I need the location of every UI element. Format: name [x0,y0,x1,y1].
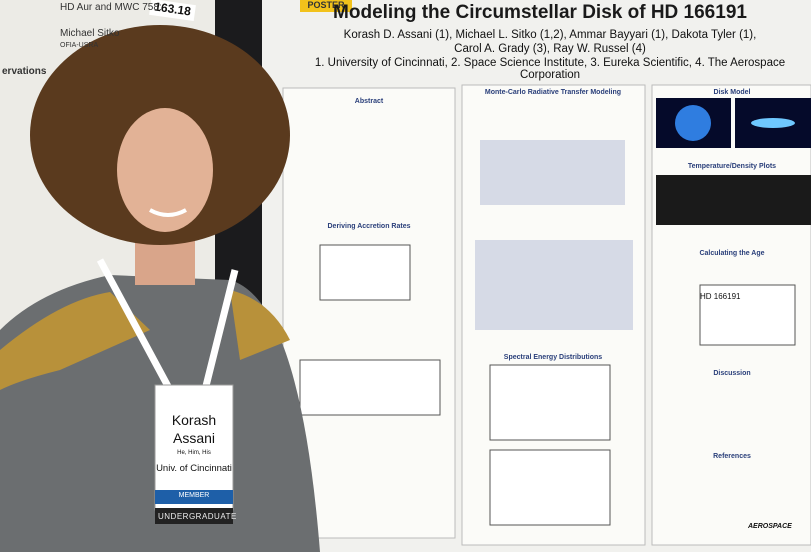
lanyard [96,258,239,392]
poster-affiliations: 1. University of Cincinnati, 2. Space Sc… [314,57,786,81]
plot [299,359,441,416]
section-heading: Deriving Accretion Rates [327,223,411,230]
badge-first-name: Korash [171,412,217,428]
disk [675,105,711,141]
section-heading: Temperature/Density Plots [687,163,777,170]
left-poster-text: ervations [2,66,47,77]
left-poster-text: Michael Sitko [60,28,120,39]
plot [699,284,796,346]
smile [149,208,187,217]
section-heading: References [713,453,751,460]
badge [154,384,234,511]
plot-label: HD 166191 [700,292,741,301]
section-heading: Abstract [354,98,384,105]
poster-title: Modeling the Circumstellar Disk of HD 16… [333,2,747,23]
density-plots [656,175,811,225]
plot [489,449,611,526]
poster-tag: POSTER [300,0,352,12]
left-poster-text: HD Aur and MWC 758: [60,2,162,13]
section-heading: Calculating the Age [699,250,765,257]
logo: AEROSPACE [748,523,792,530]
section-heading: Spectral Energy Distributions [503,354,603,361]
plot [319,244,411,301]
badge-level-bar [155,508,233,524]
section-heading: Disk Model [713,89,751,96]
badge-level: UNDERGRADUATE [158,512,237,521]
face [117,108,213,232]
left-poster-text: OFIA-USRA [60,42,99,49]
disk [751,118,795,128]
badge-last-name: Assani [172,430,216,446]
table [480,140,625,205]
table [475,240,633,330]
plot [489,364,611,441]
sweater-stripe [230,290,290,360]
section-heading: Discussion [713,370,751,377]
poster-authors: Korash D. Assani (1), Michael L. Sitko (… [343,29,757,55]
badge-strip [155,490,233,504]
column [282,87,456,539]
badge-role: MEMBER [178,492,210,499]
badge-affiliation: Univ. of Cincinnati [156,463,232,474]
section-heading: Monte-Carlo Radiative Transfer Modeling [484,89,622,96]
sweater-stripe [0,292,150,390]
badge-pronouns: He, Him, His [177,450,211,456]
